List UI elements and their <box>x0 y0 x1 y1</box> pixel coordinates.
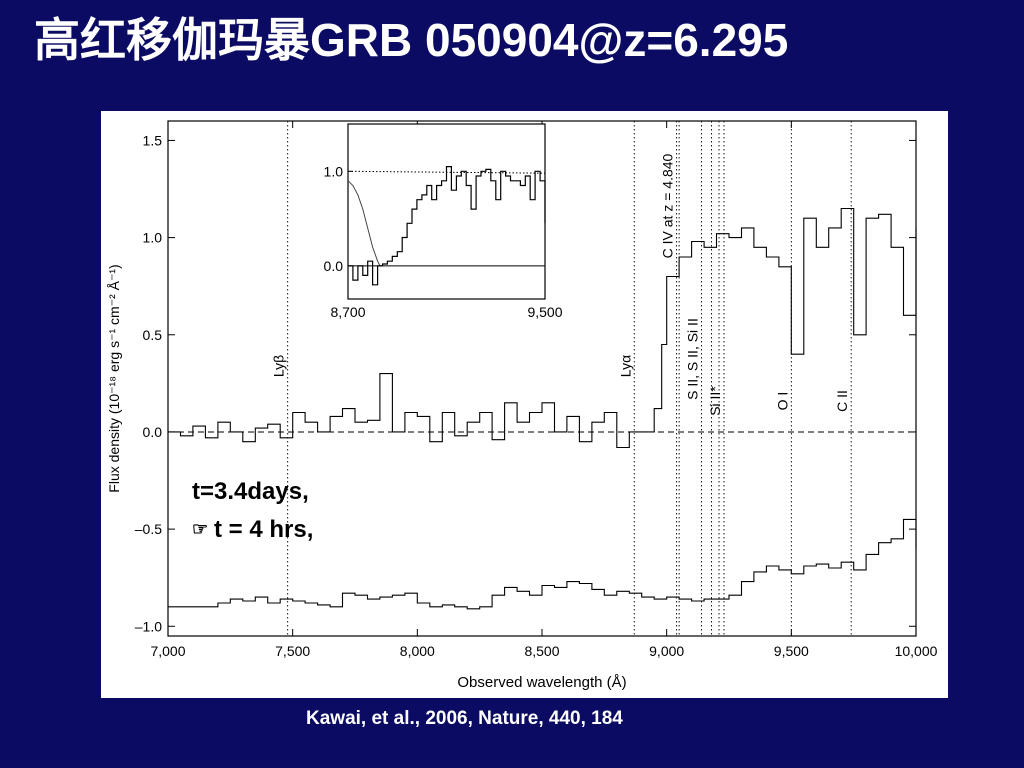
pointing-hand-icon: ☞ <box>192 519 209 539</box>
inset-frame <box>347 123 546 300</box>
x-tick-label: 8,000 <box>400 643 435 659</box>
line-marker-label: Lyα <box>617 355 633 377</box>
inset-model-curve <box>347 180 383 267</box>
line-marker-label: C II <box>834 390 850 412</box>
line-marker-label: Lyβ <box>271 355 287 377</box>
inset-y-tick-label: 0.0 <box>324 258 344 274</box>
y-axis-label: Flux density (10⁻¹⁸ erg s⁻¹ cm⁻² Å⁻¹) <box>106 264 122 492</box>
y-tick-label: –1.0 <box>135 618 162 634</box>
annotation-exposure: ☞ t = 4 hrs, <box>192 516 313 544</box>
x-axis-label: Observed wavelength (Å) <box>457 674 626 691</box>
y-tick-label: 0.0 <box>143 424 163 440</box>
inset-x-tick-label: 8,700 <box>330 304 365 320</box>
line-marker-label: O I <box>774 392 790 411</box>
inset-spectrum-line <box>348 166 546 286</box>
spectrum-line-upper <box>168 207 917 449</box>
x-tick-label: 7,500 <box>275 643 310 659</box>
annotation-duration: t=3.4days, <box>192 478 309 505</box>
line-marker-label: Si II* <box>707 386 723 416</box>
spectrum-line-lower <box>168 518 917 610</box>
inset-y-tick-label: 1.0 <box>324 163 344 179</box>
inset-x-tick-label: 9,500 <box>527 304 562 320</box>
y-tick-label: 1.5 <box>143 132 163 148</box>
spectrum-chart: 7,000 7,500 8,000 8,500 9,000 9,500 10,000 1.5 1… <box>106 120 938 691</box>
y-tick-label: 1.0 <box>143 230 163 246</box>
x-tick-label: 9,500 <box>774 643 809 659</box>
citation: Kawai, et al., 2006, Nature, 440, 184 <box>306 708 623 729</box>
x-tick-label: 8,500 <box>524 643 559 659</box>
y-tick-label: –0.5 <box>135 521 162 537</box>
slide-title: 高红移伽玛暴GRB 050904@z=6.295 <box>34 14 789 66</box>
line-marker-label: C IV at z = 4.840 <box>660 153 676 258</box>
x-tick-label: 10,000 <box>895 643 938 659</box>
annotation-exposure-text: t = 4 hrs, <box>214 516 314 543</box>
x-tick-label: 9,000 <box>649 643 684 659</box>
line-marker-label: S II, S II, Si II <box>685 318 701 400</box>
inset-chart: 1.0 0.0 8,700 9,500 <box>324 123 563 320</box>
spectrum-figure: 7,000 7,500 8,000 8,500 9,000 9,500 10,000 1.5 1… <box>101 111 948 698</box>
x-tick-label: 7,000 <box>150 643 185 659</box>
y-tick-label: 0.5 <box>143 327 163 343</box>
